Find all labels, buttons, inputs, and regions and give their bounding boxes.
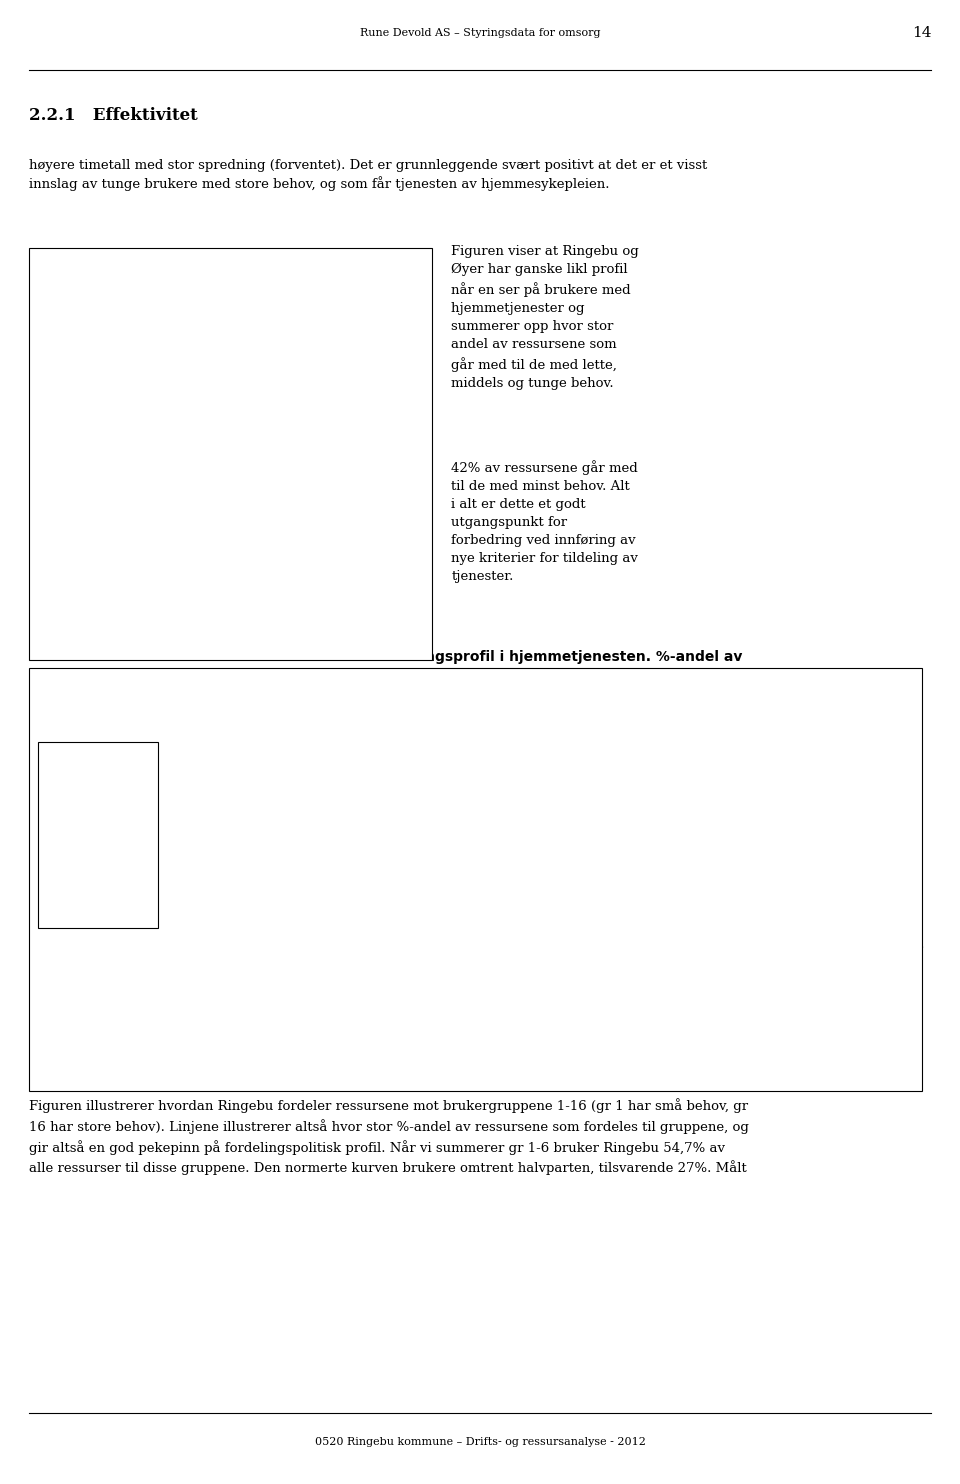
Text: 8%: 8%	[688, 892, 706, 902]
Text: 4%: 4%	[281, 985, 298, 996]
Text: Figuren viser at Ringebu og
Øyer har ganske likl profil
når en ser på brukere me: Figuren viser at Ringebu og Øyer har gan…	[451, 245, 639, 390]
Text: høyere timetall med stor spredning (forventet). Det er grunnleggende svært posit: høyere timetall med stor spredning (forv…	[29, 159, 708, 191]
Text: 0520 Ringebu kommune – Drifts- og ressursanalyse - 2012: 0520 Ringebu kommune – Drifts- og ressur…	[315, 1437, 645, 1447]
Text: 9,2 %: 9,2 %	[667, 838, 697, 849]
Text: 7%: 7%	[787, 916, 804, 926]
Text: 7,2 %: 7,2 %	[451, 910, 481, 920]
Text: 8%: 8%	[589, 867, 607, 877]
Text: 2.2.1   Effektivitet: 2.2.1 Effektivitet	[29, 107, 198, 123]
Text: ra gr
:ve

kr.: ra gr :ve kr.	[84, 803, 112, 847]
Text: 8%: 8%	[531, 867, 547, 877]
Text: 8%: 8%	[598, 892, 614, 902]
Text: 2%: 2%	[190, 1034, 207, 1043]
Text: 3,9 %: 3,9 %	[723, 988, 753, 999]
Text: 10,5 %: 10,5 %	[249, 806, 284, 816]
Text: 8%: 8%	[712, 867, 729, 877]
Text: 4,9 %: 4,9 %	[894, 941, 924, 951]
Text: 8,8 %: 8,8 %	[576, 847, 606, 858]
Text: 4,5 %: 4,5 %	[803, 951, 832, 960]
Text: 7%: 7%	[417, 916, 433, 926]
Text: 12,6 %: 12,6 %	[439, 754, 475, 764]
Text: 42% av ressursene går med
til de med minst behov. Alt
i alt er dette et godt
utg: 42% av ressursene går med til de med min…	[451, 460, 638, 583]
Text: 6%: 6%	[833, 939, 850, 950]
Text: 8%: 8%	[757, 867, 774, 877]
Text: 14: 14	[912, 25, 931, 40]
Text: 5%: 5%	[326, 962, 343, 972]
Text: Normert: Normert	[406, 735, 458, 748]
Text: 8%: 8%	[553, 892, 569, 902]
Text: 7,6 %: 7,6 %	[315, 877, 345, 886]
Text: 4%: 4%	[878, 987, 895, 997]
Text: 9,6 %: 9,6 %	[306, 830, 336, 838]
Text: 3%: 3%	[236, 1011, 252, 1020]
Text: 8%: 8%	[486, 867, 502, 877]
Text: 6%: 6%	[372, 938, 388, 948]
Text: 8%: 8%	[499, 867, 516, 877]
Text: 7,9 %: 7,9 %	[396, 870, 426, 880]
Text: 8%: 8%	[643, 892, 660, 902]
Text: 6,5 %: 6,5 %	[196, 926, 226, 936]
Text: Rune Devold AS – Styringsdata for omsorg: Rune Devold AS – Styringsdata for omsorg	[360, 28, 600, 37]
Text: Ringebu: Ringebu	[258, 735, 310, 748]
Text: 2,8 %: 2,8 %	[813, 1015, 843, 1025]
Text: Fordelingsprofil i hjemmetjenesten. %-andel av
ressursene som brukes til de enke: Fordelingsprofil i hjemmetjenesten. %-an…	[372, 650, 742, 706]
Text: Figuren illustrerer hvordan Ringebu fordeler ressursene mot brukergruppene 1-16 : Figuren illustrerer hvordan Ringebu ford…	[29, 1098, 749, 1175]
